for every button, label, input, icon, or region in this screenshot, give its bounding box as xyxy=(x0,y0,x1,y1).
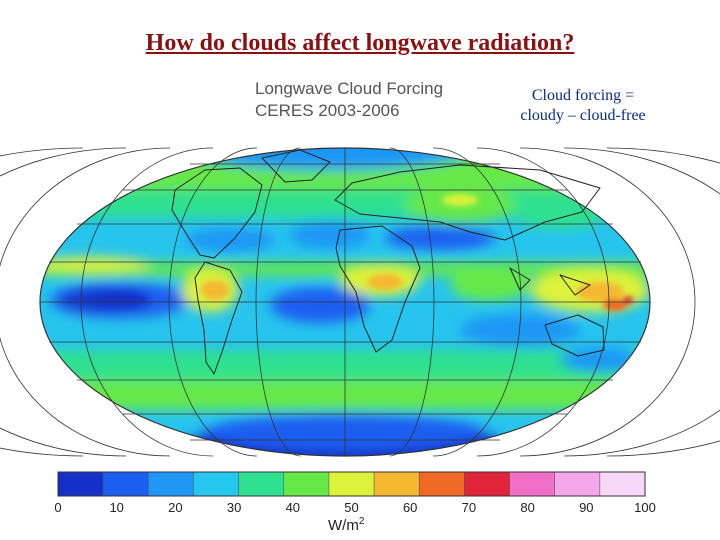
colorbar-tick-label: 20 xyxy=(168,500,182,515)
coastlines xyxy=(171,149,605,375)
map-title: Longwave Cloud Forcing CERES 2003-2006 xyxy=(255,78,443,122)
colorbar-swatch xyxy=(599,472,646,496)
colorbar-swatch xyxy=(148,472,194,496)
colorbar-tick-label: 60 xyxy=(403,500,417,515)
colorbar-swatch xyxy=(419,472,465,496)
map-title-line-2: CERES 2003-2006 xyxy=(255,101,400,120)
note-line-2: cloudy – cloud-free xyxy=(520,107,646,124)
colorbar-tick-label: 0 xyxy=(54,500,61,515)
colorbar-swatch xyxy=(464,472,511,496)
colorbar-swatch xyxy=(509,472,556,496)
colorbar xyxy=(57,471,646,497)
colorbar-swatch xyxy=(328,472,375,496)
colorbar-tick-label: 90 xyxy=(579,500,593,515)
graticule xyxy=(0,147,720,457)
colorbar-tick-label: 50 xyxy=(344,500,358,515)
colorbar-swatch xyxy=(374,472,420,496)
note-line-1: Cloud forcing = xyxy=(531,87,635,104)
cloud-forcing-note: Cloud forcing = cloudy – cloud-free xyxy=(488,86,678,126)
colorbar-swatch xyxy=(238,472,285,496)
colorbar-swatch xyxy=(283,472,330,496)
colorbar-swatch xyxy=(193,472,240,496)
colorbar-tick-label: 40 xyxy=(286,500,300,515)
colorbar-swatch xyxy=(103,472,149,496)
colorbar-unit: W/m2 xyxy=(328,516,364,534)
unit-base: W/m xyxy=(328,517,359,534)
slide-title: How do clouds affect longwave radiation? xyxy=(145,30,575,56)
globe-fill xyxy=(40,148,650,456)
colorbar-tick-label: 10 xyxy=(109,500,123,515)
colorbar-swatch xyxy=(58,472,104,496)
colorbar-tick-label: 80 xyxy=(520,500,534,515)
unit-exponent: 2 xyxy=(358,516,365,527)
colorbar-ticks: 0 10 20 30 40 50 60 70 80 90 100 xyxy=(54,500,655,515)
map-title-line-1: Longwave Cloud Forcing xyxy=(255,79,444,98)
colorbar-tick-label: 70 xyxy=(462,500,476,515)
colorbar-tick-label: 30 xyxy=(227,500,241,515)
colorbar-tick-label: 100 xyxy=(634,500,656,515)
colorbar-swatch xyxy=(554,472,601,496)
